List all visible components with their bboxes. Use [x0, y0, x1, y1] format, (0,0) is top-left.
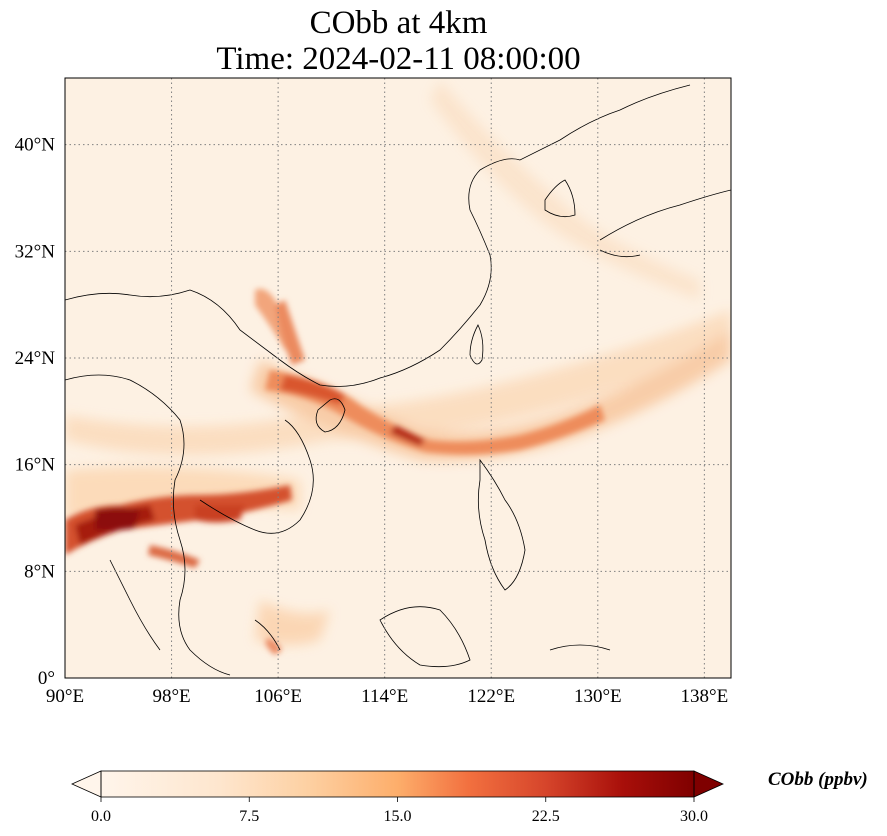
- colorbar-ticks: 0.0 7.5 15.0 22.5 30.0: [91, 797, 708, 825]
- colorbar-label: CObb (ppbv): [768, 769, 868, 790]
- map-panel: [65, 78, 731, 678]
- map-time: Time: 2024-02-11 08:00:00: [216, 41, 581, 77]
- colorbar-gradient: [101, 771, 694, 797]
- map-frame: [64, 77, 732, 679]
- lon-tick-label: 130°E: [574, 686, 622, 707]
- colorbar-extend-max: [693, 770, 724, 798]
- lat-tick-label: 40°N: [15, 135, 56, 156]
- lat-tick-labels: 0° 8°N 16°N 24°N 32°N 40°N: [15, 135, 56, 689]
- lon-tick-label: 106°E: [254, 686, 302, 707]
- colorbar-tick-label: 30.0: [680, 808, 708, 825]
- gridlines: [65, 78, 731, 678]
- colorbar-tick-label: 7.5: [239, 808, 259, 825]
- lon-tick-label: 114°E: [361, 686, 408, 707]
- lat-tick-label: 24°N: [15, 348, 56, 369]
- lon-tick-label: 138°E: [681, 686, 729, 707]
- lon-tick-labels: 90°E 98°E 106°E 114°E 122°E 130°E 138°E: [46, 686, 728, 707]
- lat-tick-label: 16°N: [15, 455, 56, 476]
- colorbar-tick-label: 15.0: [384, 808, 412, 825]
- map-title: CObb at 4km: [309, 5, 488, 41]
- lat-tick-label: 0°: [38, 668, 55, 689]
- lon-tick-label: 122°E: [467, 686, 515, 707]
- colorbar-tick-label: 0.0: [91, 808, 111, 825]
- lat-tick-label: 32°N: [15, 241, 56, 262]
- coastlines: [65, 84, 731, 676]
- colorbar-tick-label: 22.5: [532, 808, 560, 825]
- lon-tick-label: 90°E: [46, 686, 84, 707]
- concentration-field: [65, 80, 731, 655]
- lon-tick-label: 98°E: [152, 686, 190, 707]
- lat-tick-label: 8°N: [24, 561, 55, 582]
- colorbar: 0.0 7.5 15.0 22.5 30.0: [71, 770, 724, 825]
- colorbar-extend-min: [71, 770, 102, 798]
